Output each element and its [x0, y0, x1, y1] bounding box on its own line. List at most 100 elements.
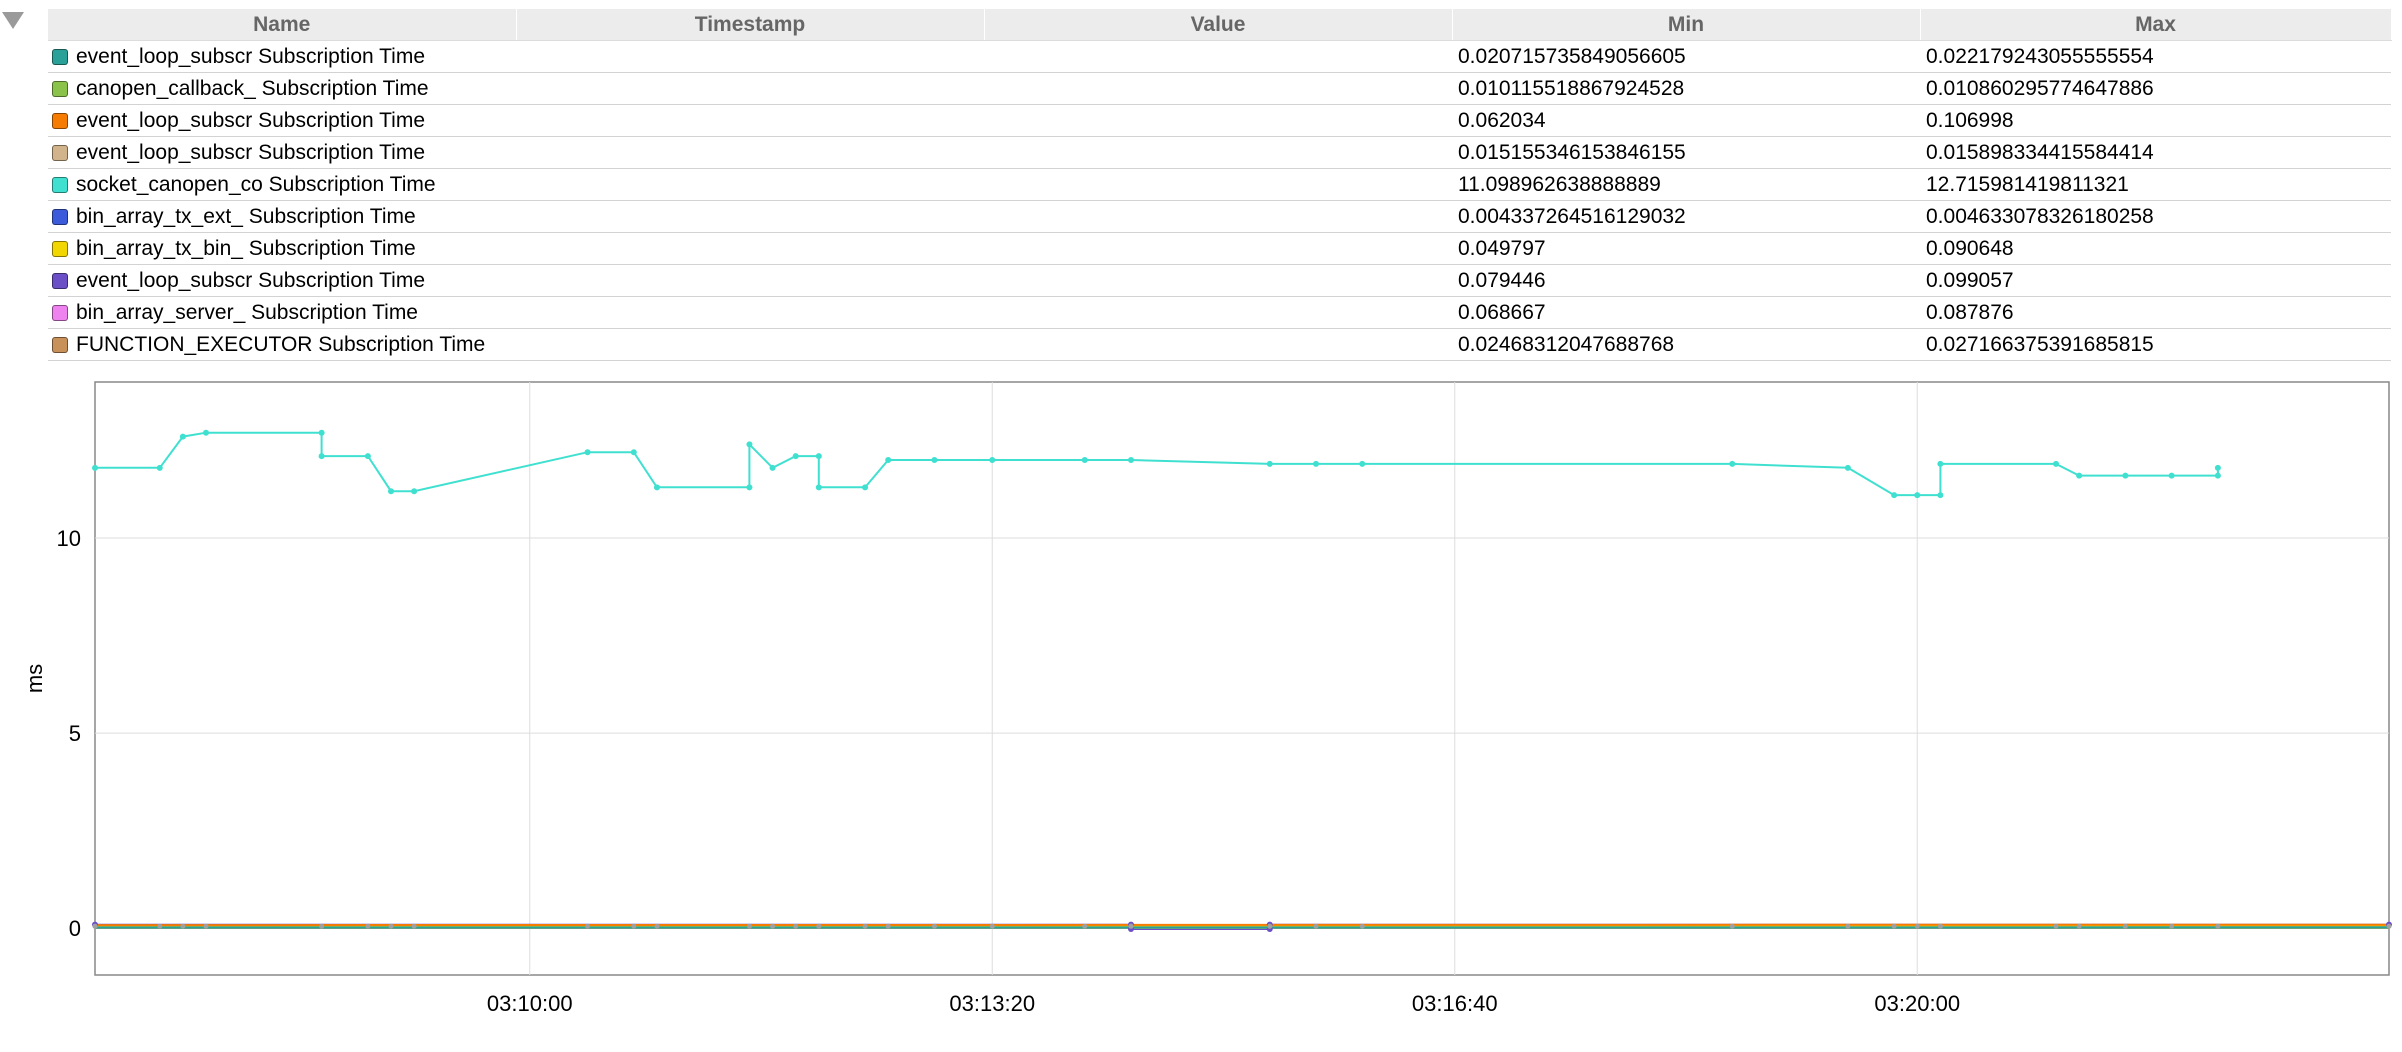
data-point	[815, 453, 822, 460]
series-max-cell: 0.027166375391685815	[1920, 328, 2391, 361]
y-axis: 0 5 10	[57, 526, 81, 941]
table-row[interactable]: socket_canopen_co Subscription Time 11.09…	[48, 168, 2391, 201]
data-point	[1937, 492, 1944, 499]
y-tick-label: 0	[69, 916, 81, 941]
table-row[interactable]: bin_array_tx_ext_ Subscription Time 0.004…	[48, 200, 2391, 233]
column-header-timestamp[interactable]: Timestamp	[516, 9, 985, 41]
data-point	[2214, 464, 2221, 471]
column-header-value[interactable]: Value	[984, 9, 1453, 41]
series-table: Name Timestamp Value Min Max event_loop_…	[48, 9, 2392, 361]
baseline-point	[157, 923, 163, 929]
baseline-point	[654, 923, 660, 929]
series-max-cell: 0.099057	[1920, 264, 2391, 297]
data-point	[653, 484, 660, 491]
series-timestamp-cell	[516, 296, 984, 329]
data-point	[815, 484, 822, 491]
series-name: event_loop_subscr Subscription Time	[76, 268, 426, 292]
series-color-swatch[interactable]	[52, 112, 68, 129]
baseline-point	[1891, 923, 1897, 929]
series-color-swatch[interactable]	[52, 304, 68, 321]
data-point	[1937, 460, 1944, 467]
baseline-point	[1082, 923, 1088, 929]
series-name: FUNCTION_EXECUTOR Subscription Time	[76, 332, 486, 356]
series-color-swatch[interactable]	[52, 176, 68, 193]
series-min-cell: 0.079446	[1452, 264, 1920, 297]
series-value-cell	[984, 328, 1452, 361]
x-tick-label: 03:20:00	[1874, 991, 1960, 1016]
series-min-cell: 0.020715735849056605	[1452, 40, 1920, 73]
series-max-cell: 0.087876	[1920, 296, 2391, 329]
data-point	[1266, 460, 1273, 467]
series-name-cell: event_loop_subscr Subscription Time	[48, 104, 516, 137]
data-point	[1313, 460, 1319, 467]
series-color-swatch[interactable]	[52, 48, 68, 65]
data-point	[1081, 457, 1088, 464]
series-value-cell	[984, 200, 1452, 233]
baseline-point	[793, 923, 799, 929]
series-max-cell: 0.090648	[1920, 232, 2391, 265]
series-timestamp-cell	[516, 104, 984, 137]
series-name: bin_array_tx_ext_ Subscription Time	[76, 204, 416, 228]
series-min-cell: 0.068667	[1452, 296, 1920, 329]
data-point	[2053, 460, 2059, 467]
data-point	[769, 464, 776, 471]
series-color-swatch[interactable]	[52, 240, 68, 257]
collapse-triangle-icon[interactable]	[2, 12, 24, 29]
data-point	[746, 441, 753, 448]
series-color-swatch[interactable]	[52, 336, 68, 353]
baseline-point	[931, 923, 937, 929]
series-name-cell: bin_array_tx_bin_ Subscription Time	[48, 232, 516, 265]
series-name-cell: event_loop_subscr Subscription Time	[48, 40, 516, 73]
series-timestamp-cell	[516, 200, 984, 233]
baseline-point	[2122, 923, 2128, 929]
table-row[interactable]: event_loop_subscr Subscription Time 0.020…	[48, 40, 2391, 73]
table-row[interactable]: FUNCTION_EXECUTOR Subscription Time 0.024…	[48, 328, 2391, 361]
baseline-point	[319, 923, 325, 929]
column-header-min[interactable]: Min	[1452, 9, 1921, 41]
table-header-row: Name Timestamp Value Min Max	[48, 9, 2392, 41]
series-name: event_loop_subscr Subscription Time	[76, 44, 426, 68]
series-color-swatch[interactable]	[52, 208, 68, 225]
table-row[interactable]: bin_array_tx_bin_ Subscription Time 0.049…	[48, 232, 2391, 265]
series-name-cell: event_loop_subscr Subscription Time	[48, 136, 516, 169]
data-point	[885, 457, 892, 464]
table-row[interactable]: canopen_callback_ Subscription Time 0.010…	[48, 72, 2391, 105]
series-value-cell	[984, 136, 1452, 169]
data-point	[2076, 472, 2083, 479]
data-point	[1128, 457, 1134, 464]
baseline-point	[1267, 923, 1273, 929]
baseline-point	[862, 923, 868, 929]
series-name: socket_canopen_co Subscription Time	[76, 172, 436, 196]
series-timestamp-cell	[516, 328, 984, 361]
data-point	[318, 429, 325, 436]
baseline-point	[1128, 923, 1134, 929]
series-name-cell: bin_array_server_ Subscription Time	[48, 296, 516, 329]
series-value-cell	[984, 296, 1452, 329]
series-name: canopen_callback_ Subscription Time	[76, 76, 429, 100]
baseline-point	[2053, 923, 2059, 929]
table-row[interactable]: bin_array_server_ Subscription Time 0.068…	[48, 296, 2391, 329]
series-max-cell: 0.004633078326180258	[1920, 200, 2391, 233]
series-color-swatch[interactable]	[52, 272, 68, 289]
series-name-cell: bin_array_tx_ext_ Subscription Time	[48, 200, 516, 233]
column-header-name[interactable]: Name	[48, 9, 517, 41]
data-point	[156, 464, 163, 471]
series-min-cell: 0.02468312047688768	[1452, 328, 1920, 361]
series-min-cell: 0.010115518867924528	[1452, 72, 1920, 105]
data-point	[1891, 492, 1898, 499]
baseline-point	[1359, 923, 1365, 929]
series-value-cell	[984, 72, 1452, 105]
series-timestamp-cell	[516, 136, 984, 169]
table-row[interactable]: event_loop_subscr Subscription Time 0.015…	[48, 136, 2391, 169]
series-name-cell: FUNCTION_EXECUTOR Subscription Time	[48, 328, 516, 361]
table-row[interactable]: event_loop_subscr Subscription Time 0.062…	[48, 104, 2391, 137]
series-name: event_loop_subscr Subscription Time	[76, 108, 426, 132]
baseline-point	[1845, 923, 1851, 929]
series-color-swatch[interactable]	[52, 144, 68, 161]
baseline-point	[631, 923, 637, 929]
baseline-point	[2169, 923, 2175, 929]
column-header-max[interactable]: Max	[1920, 9, 2392, 41]
data-point	[746, 484, 753, 491]
table-row[interactable]: event_loop_subscr Subscription Time 0.079…	[48, 264, 2391, 297]
series-color-swatch[interactable]	[52, 80, 68, 97]
